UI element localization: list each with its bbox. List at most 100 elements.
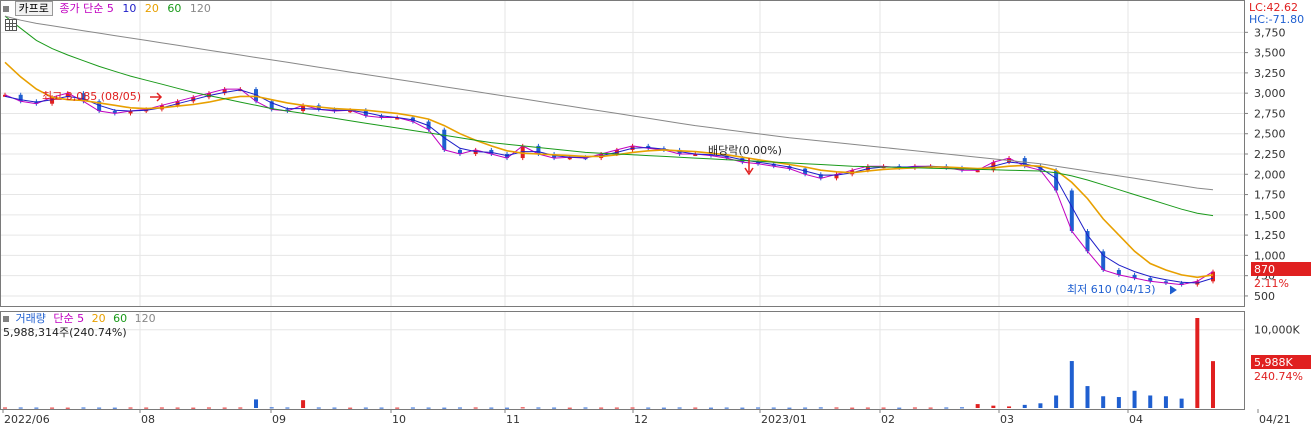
volume-bar — [1069, 361, 1074, 408]
volume-bars — [3, 318, 1215, 409]
price-badge-pct: 2.11% — [1254, 277, 1289, 290]
volume-bar — [34, 407, 39, 409]
price-ma-5: 5 — [106, 2, 114, 15]
volume-bar — [505, 407, 510, 409]
volume-bar — [1038, 403, 1043, 408]
candle-body — [269, 101, 274, 110]
volume-bar — [1163, 396, 1168, 408]
candle-body — [128, 111, 133, 114]
volume-bar — [991, 405, 996, 408]
y-tick-label: 1,250 — [1254, 229, 1286, 242]
candle-body — [1148, 278, 1153, 282]
y-tick-label: 1,000 — [1254, 249, 1286, 262]
volume-bar — [222, 407, 227, 409]
volume-bar — [520, 407, 525, 409]
x-tick-label: 2023/01 — [761, 413, 807, 426]
y-tick-label: 3,250 — [1254, 67, 1286, 80]
volume-bar — [567, 407, 572, 409]
candle-body — [1101, 251, 1106, 270]
dividend-arrow-icon — [744, 158, 754, 176]
volume-bar — [81, 407, 86, 409]
y-tick-label: 3,750 — [1254, 26, 1286, 39]
panel-collapse-icon[interactable] — [3, 6, 9, 12]
volume-bar — [1085, 386, 1090, 408]
y-tick-label: 2,500 — [1254, 128, 1286, 141]
y-tick-label: 2,250 — [1254, 148, 1286, 161]
y-tick-label: 3,000 — [1254, 87, 1286, 100]
candle-body — [834, 174, 839, 179]
volume-bar — [254, 399, 259, 408]
volume-bar — [975, 404, 980, 408]
candle-body — [975, 170, 980, 173]
volume-bar — [944, 407, 949, 409]
volume-bar — [787, 407, 792, 409]
candle-body — [1179, 282, 1184, 285]
low-annotation: 최저 610 (04/13) — [1067, 283, 1156, 296]
volume-ma-60: 60 — [113, 312, 128, 325]
x-tick-label: 12 — [634, 413, 648, 426]
volume-bar — [395, 407, 400, 409]
price-ma-60: 60 — [167, 2, 182, 15]
volume-bar — [536, 407, 541, 409]
candle-body — [1211, 271, 1215, 282]
volume-bar — [1179, 398, 1184, 408]
ma-line-20 — [4, 61, 1214, 279]
volume-bar — [285, 407, 290, 409]
volume-bar — [834, 407, 839, 409]
volume-bar — [693, 407, 698, 409]
candle-body — [1085, 231, 1090, 252]
x-tick-label: 2022/06 — [4, 413, 50, 426]
volume-bar — [881, 407, 886, 409]
x-tick-label: 11 — [506, 413, 520, 426]
volume-bar — [379, 407, 384, 409]
volume-current: 5,988,314주(240.74%) — [3, 326, 127, 339]
volume-bar — [1132, 390, 1137, 408]
volume-bar — [1148, 395, 1153, 408]
x-tick-label: 04/21 — [1259, 413, 1291, 426]
volume-bar — [756, 407, 761, 409]
volume-bar — [1195, 318, 1200, 408]
volume-bar — [426, 407, 431, 409]
volume-bar — [818, 407, 823, 409]
volume-bar — [112, 407, 117, 409]
candle-body — [65, 93, 70, 98]
price-badge-value: 870 — [1254, 263, 1275, 276]
volume-ma-20: 20 — [91, 312, 106, 325]
volume-bar — [206, 407, 211, 409]
ma-line-5 — [4, 88, 1214, 286]
candle-body — [442, 129, 447, 150]
volume-badge-pct: 240.74% — [1254, 370, 1303, 383]
grid — [1, 1, 1244, 409]
volume-bar — [316, 407, 321, 409]
volume-bar — [724, 407, 729, 409]
volume-bar — [65, 407, 70, 409]
x-tick-label: 03 — [1000, 413, 1014, 426]
volume-bar — [708, 407, 713, 409]
volume-bar — [97, 407, 102, 409]
volume-bar — [928, 407, 933, 409]
volume-bar — [803, 407, 808, 409]
volume-bar — [850, 407, 855, 409]
volume-bar — [442, 407, 447, 409]
y-tick-label: 500 — [1254, 290, 1275, 303]
y-axis: 3,750 3,500 3,250 3,000 2,750 2,500 2,250 2,000… — [1244, 26, 1300, 337]
candle-body — [18, 94, 23, 102]
grid-toggle-icon[interactable] — [5, 19, 17, 31]
candle-body — [536, 145, 541, 154]
volume-bar — [50, 407, 55, 409]
stock-name-button[interactable]: 카프로 — [14, 1, 53, 16]
volume-bar — [1007, 406, 1012, 408]
volume-bar — [614, 407, 619, 409]
candle-body — [285, 109, 290, 112]
price-badge — [1251, 262, 1311, 276]
volume-bar — [410, 407, 415, 409]
x-axis: 2022/06 08 09 10 11 12 2023/01 02 03 04 04/21 — [2, 409, 1291, 426]
candle-body — [756, 162, 761, 165]
ma-line-120 — [4, 15, 1214, 191]
volume-collapse-icon[interactable] — [3, 316, 9, 322]
volume-bar — [301, 400, 306, 408]
volume-legend: 거래량 단순 5 20 60 120 5,988,314주(240.74%) — [3, 312, 156, 340]
candle-body — [3, 94, 7, 97]
volume-bar — [1022, 404, 1027, 408]
volume-bar — [583, 407, 588, 409]
